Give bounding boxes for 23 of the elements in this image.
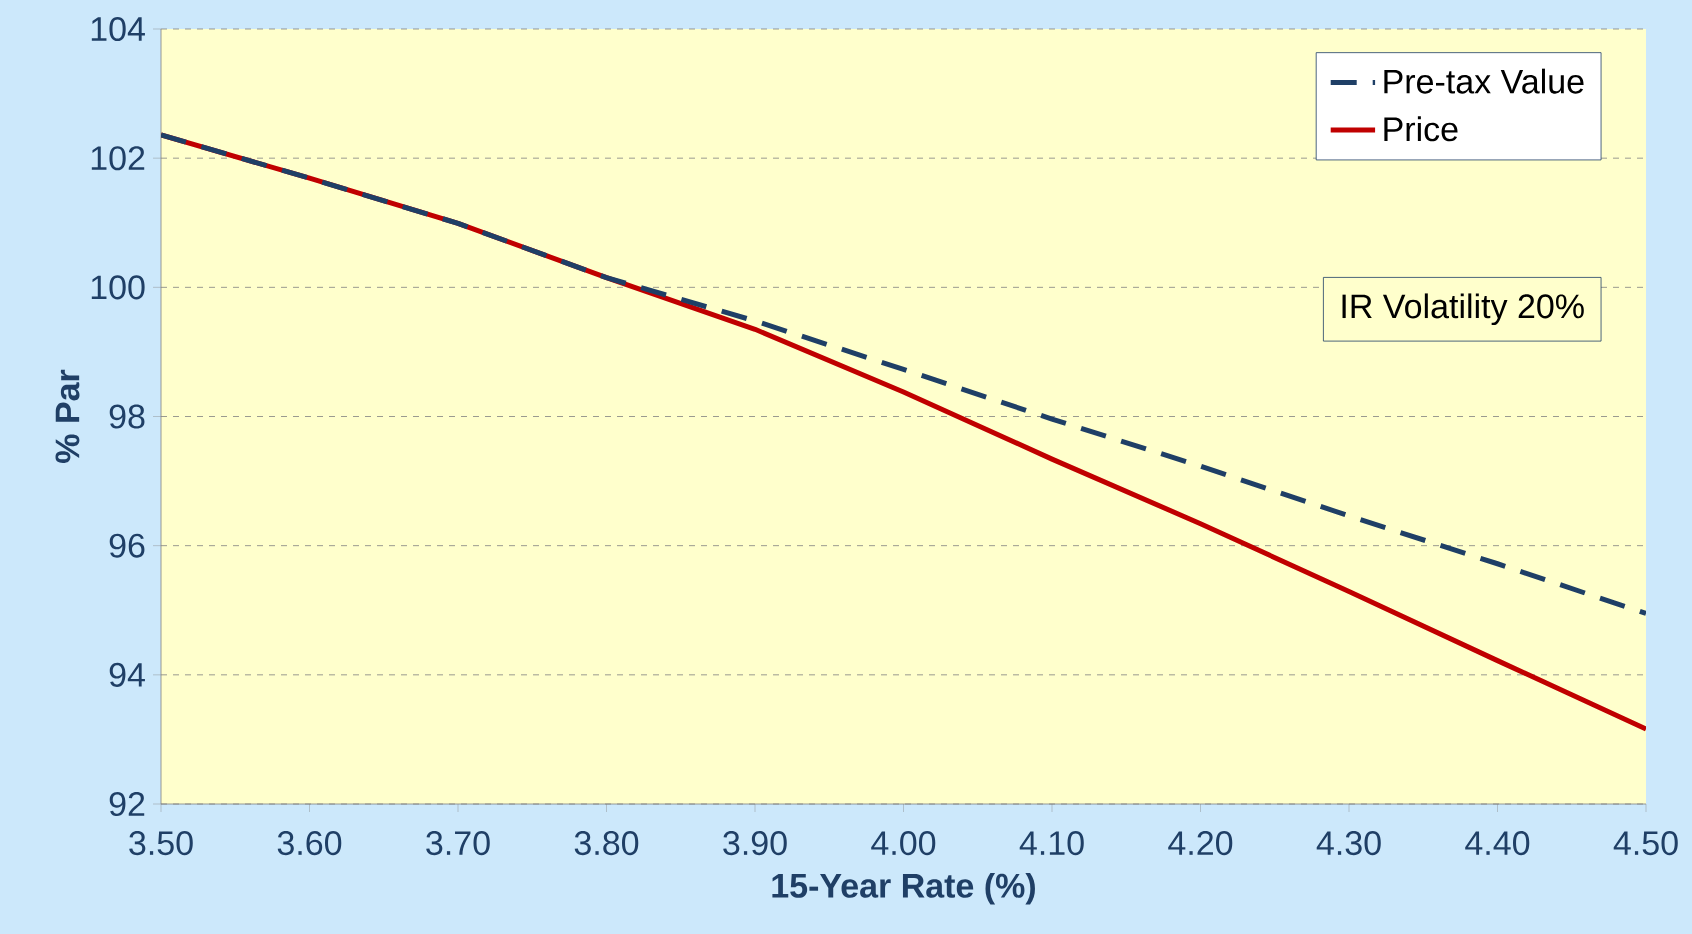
y-tick-label: 100 — [91, 275, 145, 300]
y-tick-label: 92 — [109, 791, 145, 817]
x-tick-label: 3.90 — [723, 831, 787, 856]
x-axis-title: 15-Year Rate (%) — [772, 872, 1035, 905]
x-tick-label: 3.50 — [129, 831, 193, 856]
x-tick-label: 4.50 — [1613, 831, 1678, 856]
legend-label: Price — [1384, 116, 1458, 142]
x-tick-label: 3.60 — [277, 831, 342, 856]
annotation: IR Volatility 20% — [1342, 293, 1584, 326]
x-tick-label: 4.20 — [1168, 831, 1233, 856]
x-tick-label: 4.40 — [1465, 831, 1530, 856]
y-tick-label: 98 — [109, 404, 145, 429]
legend-label: Pre-tax Value — [1384, 68, 1584, 94]
y-tick-label: 94 — [109, 662, 145, 687]
y-tick-label: 102 — [91, 146, 145, 171]
x-tick-label: 3.80 — [574, 831, 639, 856]
x-tick-label: 3.70 — [426, 831, 490, 856]
y-tick-label: 96 — [109, 533, 145, 558]
x-tick-label: 4.00 — [871, 831, 936, 856]
x-tick-label: 4.30 — [1316, 831, 1381, 856]
y-tick-label: 104 — [91, 16, 145, 42]
y-axis-title: % Par — [55, 369, 80, 463]
x-tick-label: 4.10 — [1019, 831, 1084, 856]
